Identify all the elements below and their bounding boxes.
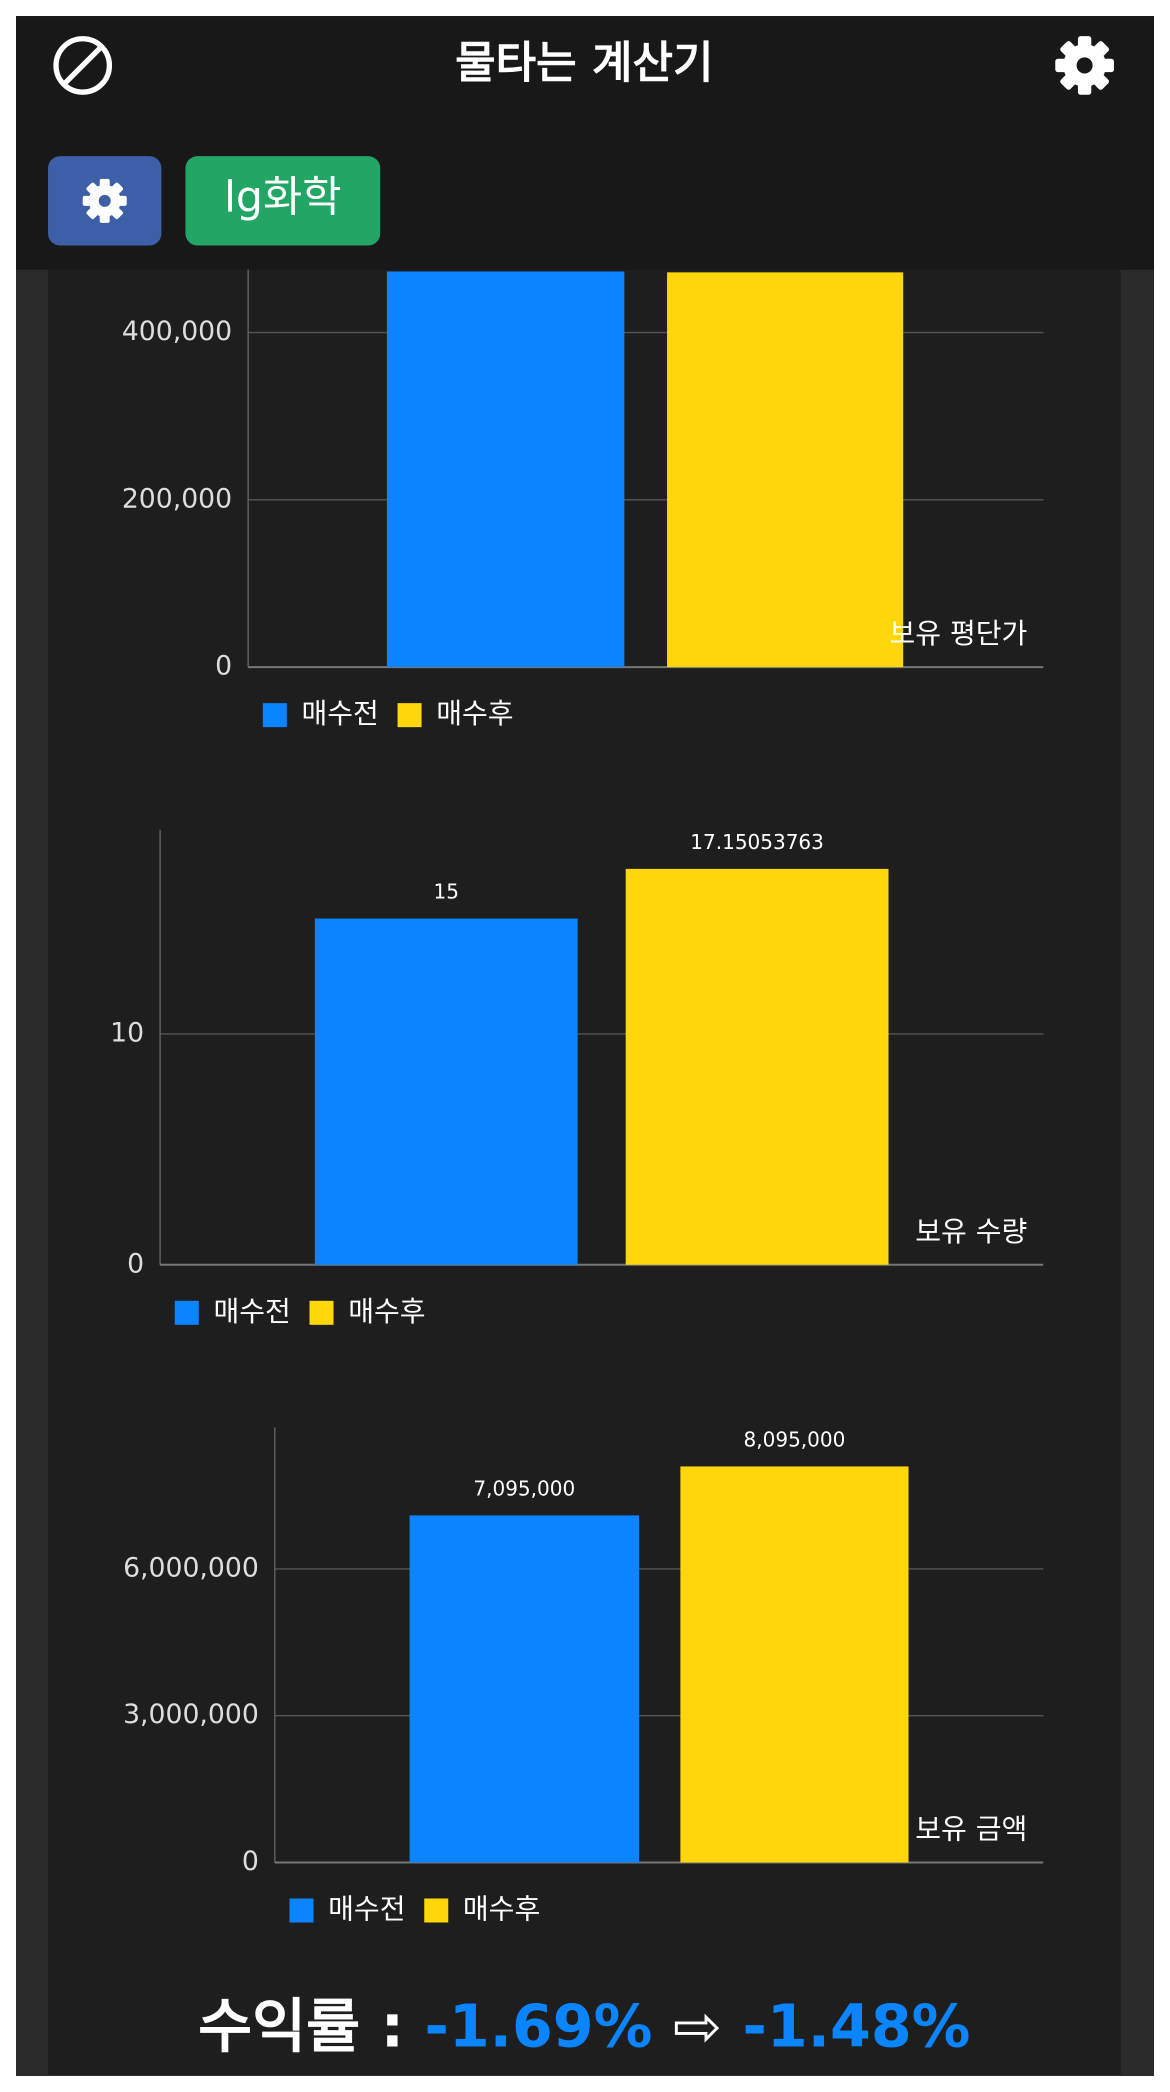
x-axis-label: 보유 금액 bbox=[915, 1812, 1027, 1845]
value-label: 15 bbox=[434, 880, 459, 904]
value-label: 7,095,000 bbox=[473, 1477, 575, 1501]
settings-button[interactable] bbox=[48, 156, 162, 246]
legend-swatch bbox=[397, 703, 422, 728]
bar bbox=[680, 1466, 909, 1863]
app-title: 물타는 계산기 bbox=[455, 37, 713, 88]
legend-swatch bbox=[262, 703, 287, 728]
legend-swatch bbox=[309, 1300, 334, 1325]
return-after: -1.48% bbox=[743, 1993, 971, 2061]
stock-button[interactable]: lg화학 bbox=[185, 156, 381, 246]
y-tick-label: 10 bbox=[110, 1017, 144, 1048]
y-tick-label: 400,000 bbox=[122, 316, 232, 347]
value-label: 17.15053763 bbox=[690, 830, 824, 854]
stock-name: lg화학 bbox=[224, 173, 342, 223]
return-before: -1.69% bbox=[424, 1993, 652, 2061]
y-tick-label: 6,000,000 bbox=[123, 1552, 259, 1583]
ban-icon-slash bbox=[62, 44, 104, 87]
legend-label: 매수전 bbox=[328, 1892, 405, 1925]
y-tick-label: 200,000 bbox=[122, 483, 232, 514]
bar bbox=[409, 1515, 640, 1863]
y-tick-label: 0 bbox=[127, 1248, 144, 1279]
return-rate: 수익률 : -1.69% ⇨ -1.48% bbox=[198, 1993, 970, 2061]
y-tick-label: 0 bbox=[242, 1846, 259, 1877]
header: 물타는 계산기 lg화학 bbox=[16, 16, 1154, 270]
legend-label: 매수후 bbox=[348, 1295, 425, 1328]
arrow: ⇨ bbox=[673, 1993, 722, 2061]
side-strip bbox=[1120, 269, 1154, 2076]
bar bbox=[667, 272, 904, 668]
y-tick-label: 3,000,000 bbox=[123, 1699, 259, 1730]
bar bbox=[386, 271, 625, 668]
legend-swatch bbox=[424, 1898, 449, 1923]
legend-label: 매수전 bbox=[213, 1295, 290, 1328]
clear-button[interactable] bbox=[53, 36, 113, 95]
bar bbox=[314, 918, 578, 1265]
bar bbox=[625, 868, 889, 1265]
x-axis-label: 보유 평단가 bbox=[890, 617, 1028, 650]
x-axis-label: 보유 수량 bbox=[915, 1215, 1027, 1248]
legend-label: 매수전 bbox=[302, 697, 379, 730]
gear-icon bbox=[82, 178, 127, 223]
legend-swatch bbox=[174, 1300, 199, 1325]
ban-icon bbox=[53, 36, 113, 95]
legend-swatch bbox=[289, 1898, 314, 1923]
y-tick-label: 0 bbox=[215, 651, 232, 682]
legend-label: 매수후 bbox=[463, 1892, 540, 1925]
settings-icon[interactable] bbox=[1055, 36, 1114, 95]
value-label: 8,095,000 bbox=[744, 1428, 846, 1452]
side-strip bbox=[16, 269, 49, 2076]
button-bg bbox=[185, 156, 381, 246]
legend-label: 매수후 bbox=[436, 697, 513, 730]
return-label: 수익률 : bbox=[198, 1993, 404, 2061]
